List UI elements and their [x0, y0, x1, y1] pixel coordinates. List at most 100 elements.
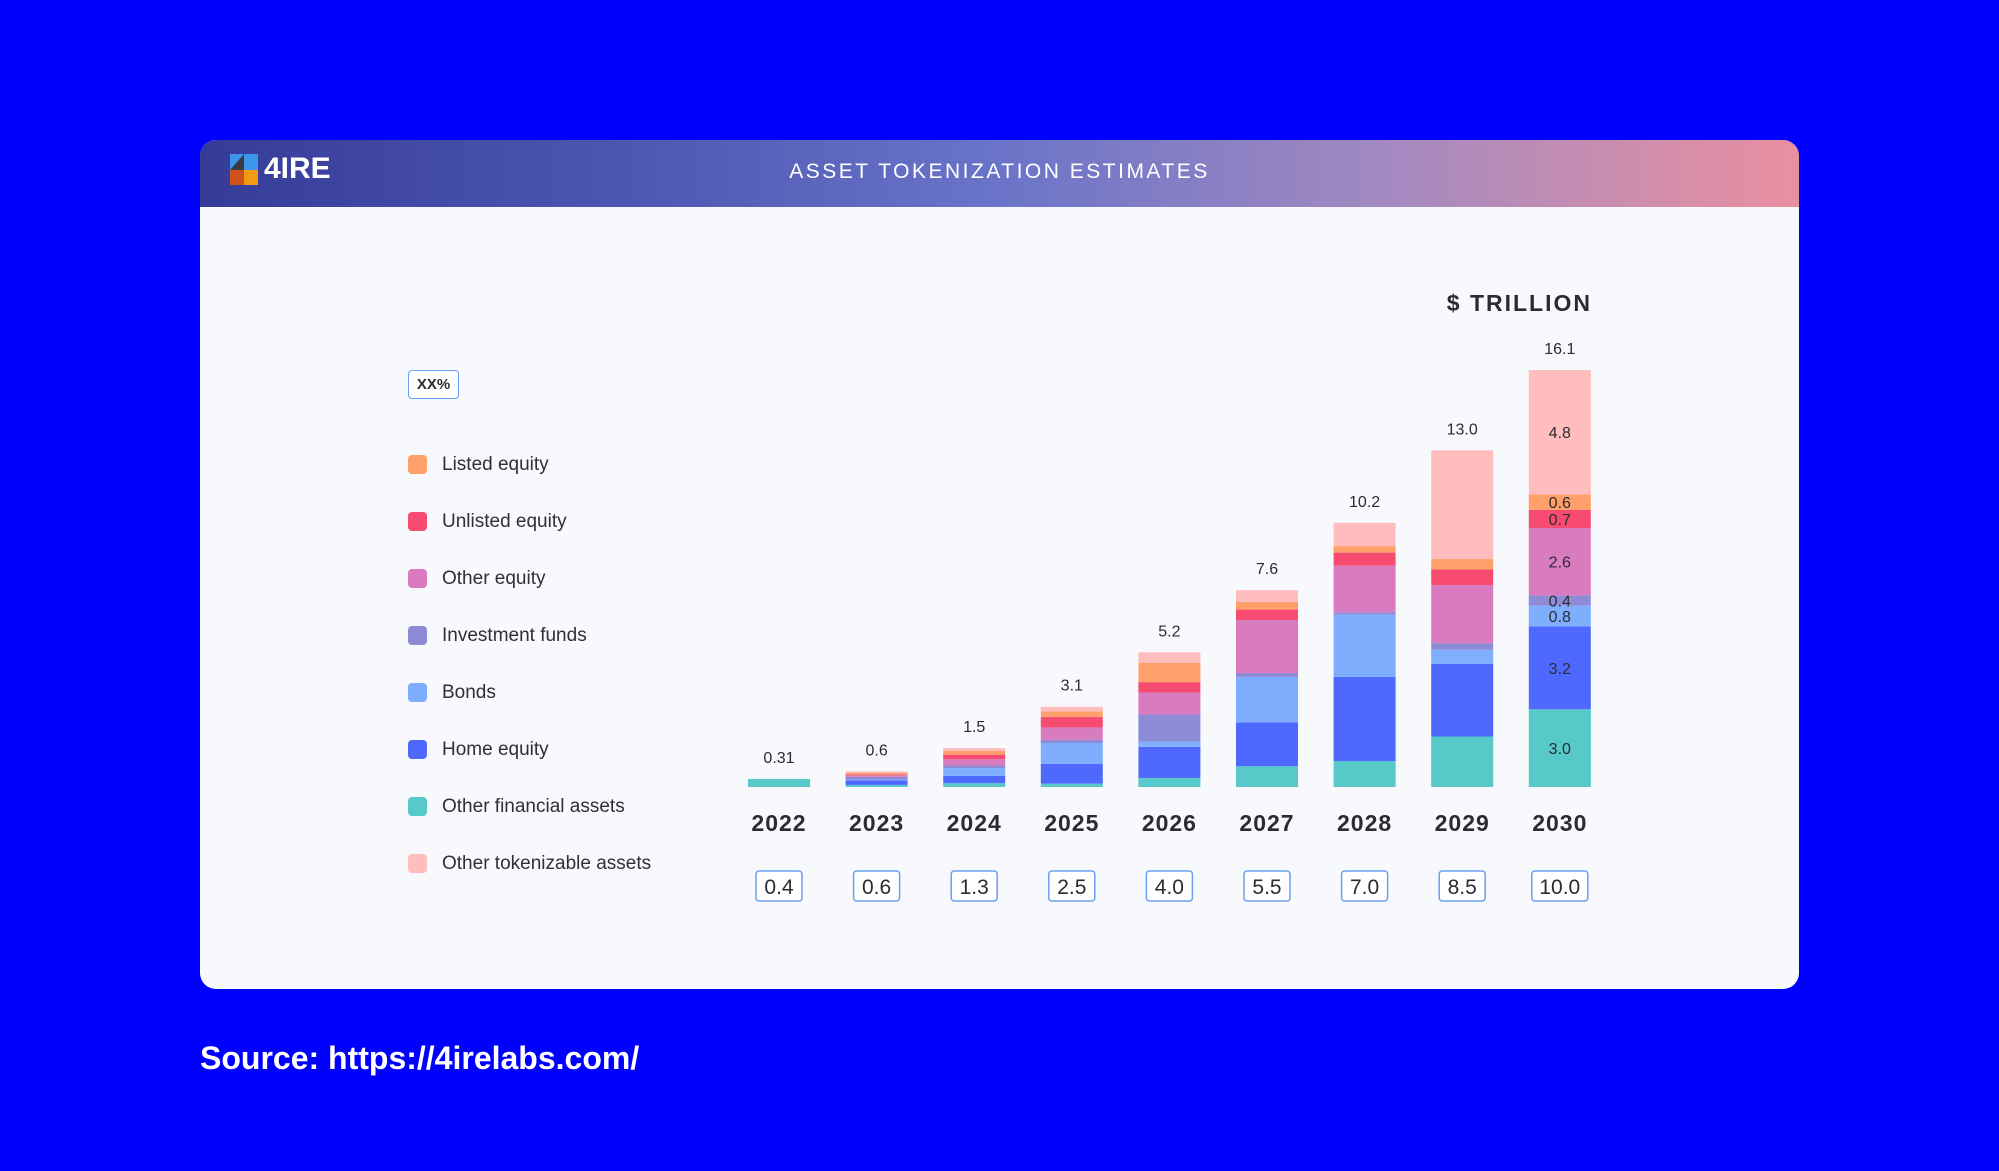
bar-segment	[1138, 652, 1201, 663]
bar-segment	[1431, 450, 1494, 560]
bar-segment	[1333, 614, 1396, 677]
bar-segment	[1236, 722, 1298, 767]
value-box	[1531, 870, 1589, 902]
legend-label: Unlisted equity	[442, 510, 567, 532]
unit-label: $ TRILLION	[1446, 290, 1592, 316]
legend-item: Listed equity	[408, 436, 651, 493]
bar-segment	[1431, 663, 1494, 737]
bar-segment	[845, 776, 908, 780]
total-label: 5.2	[1158, 623, 1180, 640]
stacked-bar-chart: 0.31 2022 0.4 0.6 2023 0.6 1.5 2024 1.3 3.1 2025 2.…	[748, 341, 1591, 902]
source-text: Source: https://4irelabs.com/	[200, 1040, 640, 1076]
boxed-value: 0.6	[862, 876, 891, 899]
total-label: 7.6	[1256, 561, 1278, 578]
bar-segment	[1431, 736, 1494, 787]
legend-label: Investment funds	[442, 624, 587, 646]
bar-segment	[943, 768, 1006, 776]
legend-label: Other financial assets	[442, 795, 625, 817]
logo-text: 4IRE	[264, 152, 331, 185]
bar-segment	[1040, 742, 1103, 764]
bar-segment	[943, 775, 1006, 784]
bar-segment	[1138, 692, 1201, 715]
bar-segment	[1333, 676, 1396, 762]
card-header: 4IRE ASSET TOKENIZATION ESTIMATES	[200, 140, 1799, 207]
boxed-value: 8.5	[1448, 876, 1477, 899]
boxed-value: 4.0	[1155, 876, 1184, 899]
x-tick-label: 2024	[947, 810, 1002, 836]
x-tick-label: 2023	[849, 810, 904, 836]
bar-segment	[1040, 717, 1103, 728]
x-tick-label: 2022	[751, 810, 806, 836]
bar-segment	[1431, 649, 1494, 664]
value-box	[1048, 870, 1096, 902]
legend-item: Other equity	[408, 550, 651, 607]
bar-segment	[1333, 612, 1396, 615]
x-tick-label: 2025	[1044, 810, 1099, 836]
bar-segment	[1040, 763, 1103, 784]
total-label: 3.1	[1061, 678, 1083, 695]
legend-swatch	[408, 683, 427, 702]
legend-label: Other tokenizable assets	[442, 852, 652, 874]
segment-label: 0.8	[1549, 609, 1571, 626]
bar-segment	[1431, 559, 1494, 570]
x-tick-label: 2029	[1435, 810, 1490, 836]
total-label: 16.1	[1544, 341, 1575, 358]
bar-segment	[1431, 569, 1494, 585]
bar-segment	[1138, 662, 1201, 683]
bar-segment	[1236, 673, 1298, 677]
boxed-value: 0.4	[764, 876, 794, 899]
legend-label: Listed equity	[442, 453, 549, 475]
legend-label: Bonds	[442, 681, 496, 703]
legend-label: Home equity	[442, 738, 549, 760]
segment-label: 3.0	[1549, 741, 1571, 758]
bar-segment	[1333, 522, 1396, 547]
value-box	[1243, 870, 1291, 902]
legend-swatch	[408, 626, 427, 645]
bar-segment	[943, 759, 1006, 766]
bar-segment	[1040, 783, 1103, 787]
bar-segment	[1333, 565, 1396, 613]
bar-segment	[845, 779, 908, 781]
legend-swatch	[408, 512, 427, 531]
boxed-value: 2.5	[1057, 876, 1086, 899]
bar-segment	[1236, 601, 1298, 610]
logo-icon	[230, 153, 258, 185]
total-label: 1.5	[963, 719, 985, 736]
total-label: 0.6	[865, 742, 887, 759]
total-label: 13.0	[1447, 421, 1478, 438]
total-label: 0.31	[763, 750, 794, 767]
value-box	[755, 870, 803, 902]
bar-segment	[943, 754, 1006, 760]
bar-segment	[943, 783, 1006, 787]
bar-segment	[1528, 595, 1591, 606]
bar-segment	[845, 774, 908, 776]
legend-item: Investment funds	[408, 607, 651, 664]
bar-segment	[1528, 509, 1591, 528]
legend: Listed equity Unlisted equity Other equity…	[408, 436, 651, 892]
value-box	[1145, 870, 1194, 902]
bar-segment	[1528, 605, 1591, 627]
value-box	[1340, 870, 1389, 902]
bar-segment	[1138, 682, 1201, 693]
bar-segment	[1236, 766, 1298, 787]
segment-label: 3.2	[1549, 661, 1571, 678]
value-box	[1438, 870, 1486, 902]
bar-segment	[1431, 584, 1494, 644]
boxed-value: 10.0	[1539, 876, 1580, 899]
legend-swatch	[408, 854, 427, 873]
legend-item: Bonds	[408, 664, 651, 721]
x-tick-label: 2030	[1532, 810, 1587, 836]
bar-segment	[943, 765, 1006, 769]
chart-card: 4IRE ASSET TOKENIZATION ESTIMATES $ TRIL…	[200, 140, 1799, 989]
bar-segment	[845, 771, 908, 774]
bar-segment	[845, 780, 908, 785]
bar-segment	[845, 775, 908, 777]
boxed-value: 5.5	[1252, 876, 1281, 899]
bar-segment	[1138, 714, 1201, 742]
bar-segment	[1236, 590, 1298, 602]
x-tick-label: 2028	[1337, 810, 1392, 836]
total-label: 10.2	[1349, 494, 1380, 511]
legend-item: Unlisted equity	[408, 493, 651, 550]
bar-segment	[943, 750, 1006, 755]
bar-segment	[1138, 777, 1201, 787]
